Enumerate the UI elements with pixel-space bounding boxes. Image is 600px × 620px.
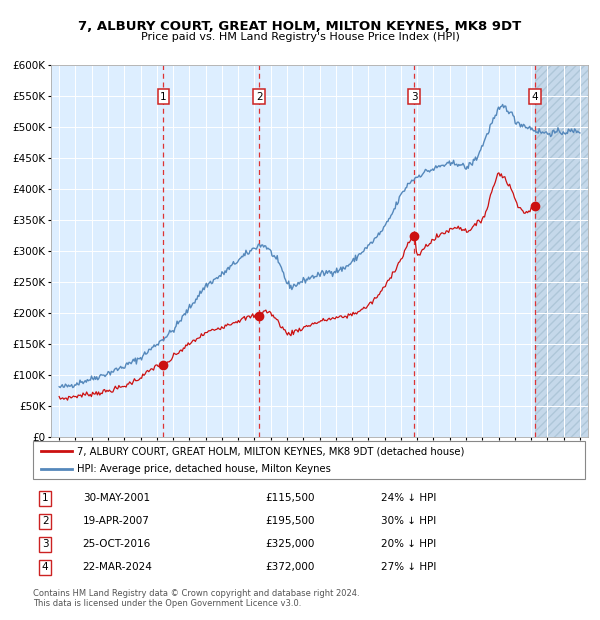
Text: Price paid vs. HM Land Registry's House Price Index (HPI): Price paid vs. HM Land Registry's House … — [140, 32, 460, 42]
Text: 7, ALBURY COURT, GREAT HOLM, MILTON KEYNES, MK8 9DT (detached house): 7, ALBURY COURT, GREAT HOLM, MILTON KEYN… — [77, 446, 464, 456]
Text: 25-OCT-2016: 25-OCT-2016 — [83, 539, 151, 549]
Text: 19-APR-2007: 19-APR-2007 — [83, 516, 149, 526]
Text: 22-MAR-2024: 22-MAR-2024 — [83, 562, 152, 572]
Text: 2: 2 — [256, 92, 263, 102]
Text: £195,500: £195,500 — [265, 516, 314, 526]
Text: 4: 4 — [532, 92, 538, 102]
Bar — [535, 65, 588, 437]
Text: 7, ALBURY COURT, GREAT HOLM, MILTON KEYNES, MK8 9DT: 7, ALBURY COURT, GREAT HOLM, MILTON KEYN… — [79, 20, 521, 33]
Text: £372,000: £372,000 — [265, 562, 314, 572]
Text: 30-MAY-2001: 30-MAY-2001 — [83, 494, 150, 503]
Text: 24% ↓ HPI: 24% ↓ HPI — [381, 494, 436, 503]
Text: 3: 3 — [42, 539, 49, 549]
Text: 27% ↓ HPI: 27% ↓ HPI — [381, 562, 436, 572]
Text: HPI: Average price, detached house, Milton Keynes: HPI: Average price, detached house, Milt… — [77, 464, 331, 474]
Text: 20% ↓ HPI: 20% ↓ HPI — [381, 539, 436, 549]
Text: £115,500: £115,500 — [265, 494, 314, 503]
Text: 2: 2 — [42, 516, 49, 526]
Text: 1: 1 — [42, 494, 49, 503]
Text: Contains HM Land Registry data © Crown copyright and database right 2024.
This d: Contains HM Land Registry data © Crown c… — [33, 589, 359, 608]
Text: 4: 4 — [42, 562, 49, 572]
Text: 30% ↓ HPI: 30% ↓ HPI — [381, 516, 436, 526]
Text: 3: 3 — [411, 92, 418, 102]
Text: 1: 1 — [160, 92, 167, 102]
FancyBboxPatch shape — [33, 441, 585, 479]
Text: £325,000: £325,000 — [265, 539, 314, 549]
